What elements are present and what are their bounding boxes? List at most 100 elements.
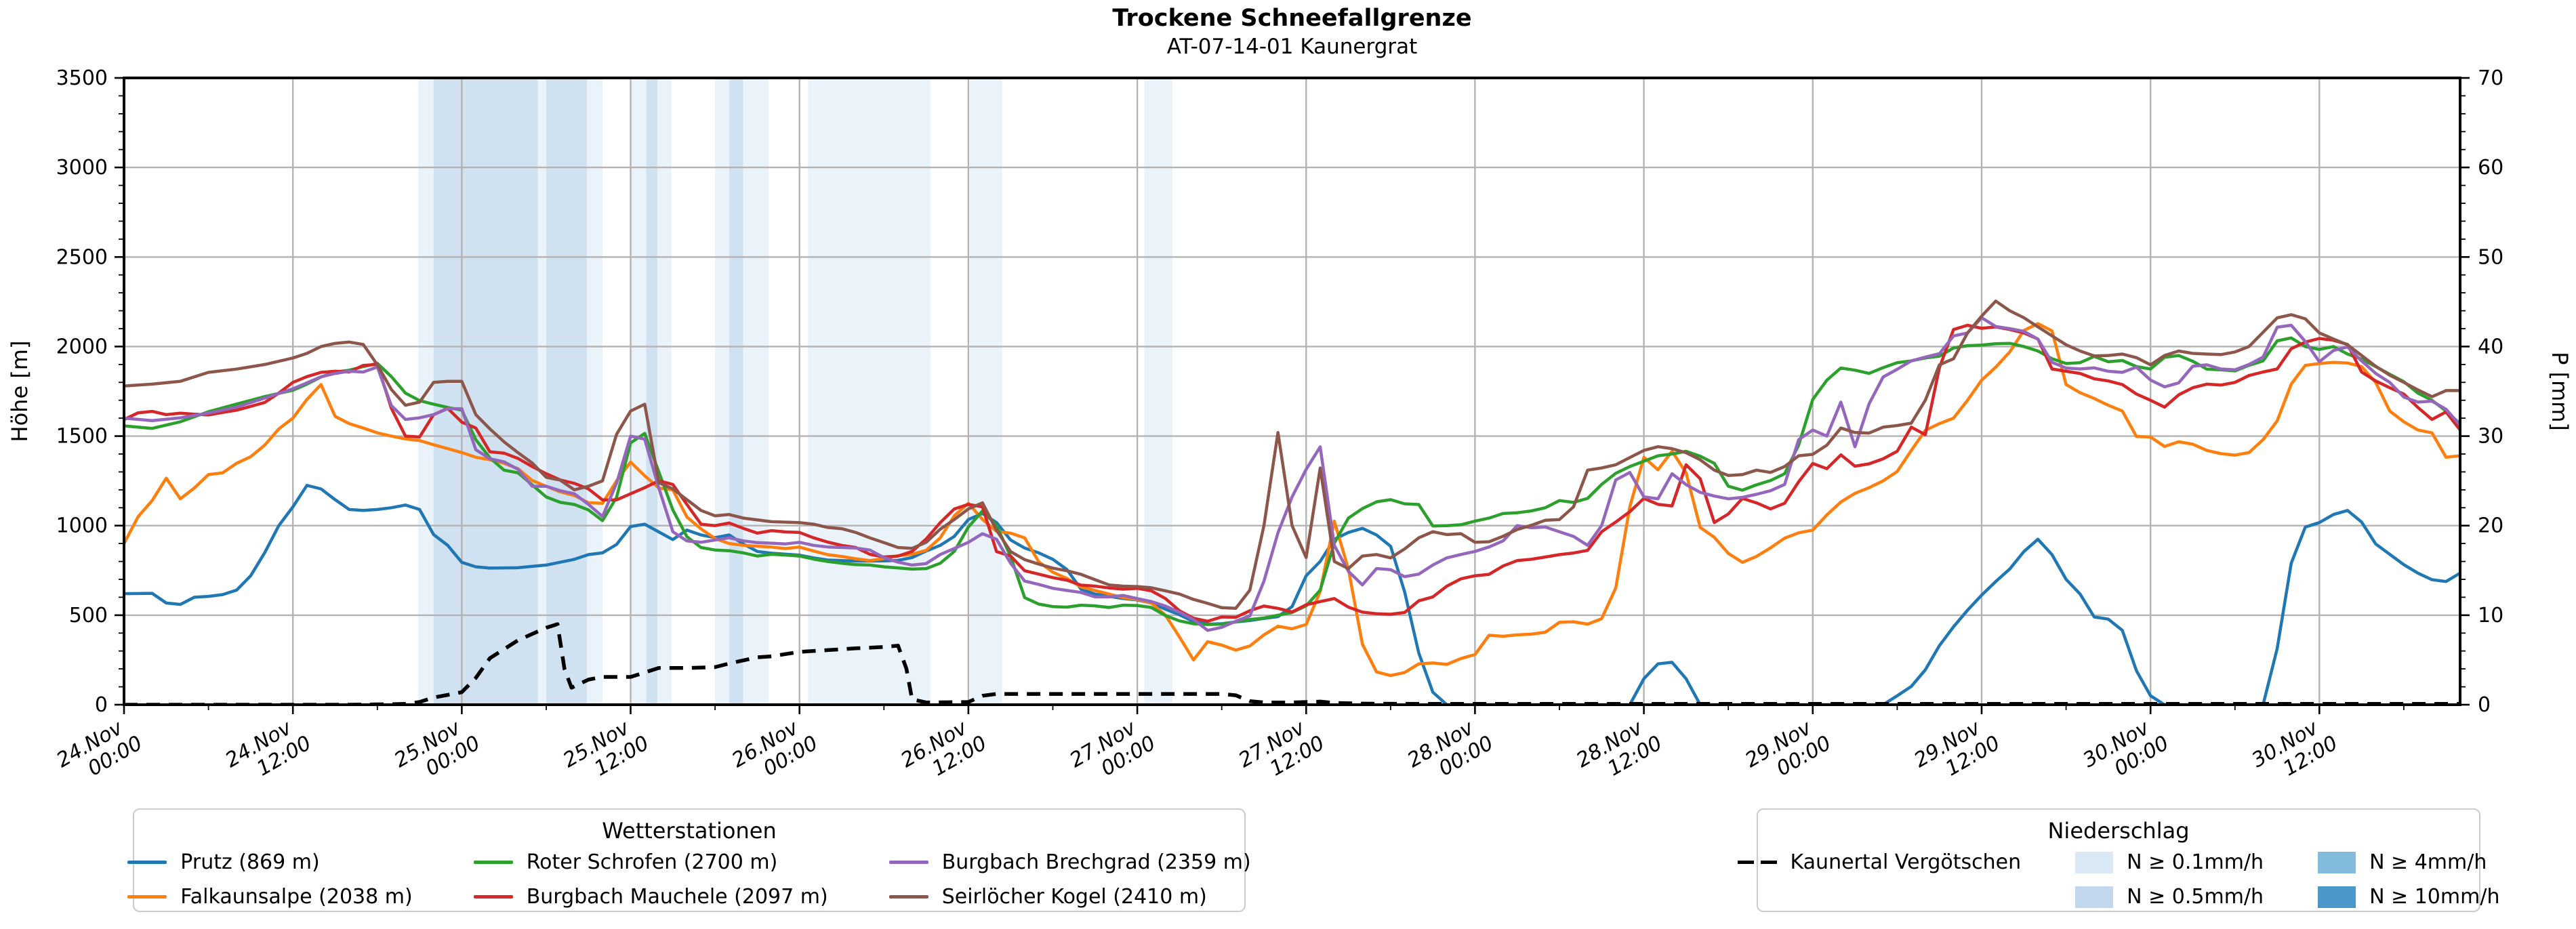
precip-col-dashed: Kaunertal Vergötschen [1737,850,2022,909]
right-axis-label: P [mm] [2547,352,2573,431]
precip-band [546,78,588,705]
x-tick-labels: 24.Nov00:00 24.Nov12:00 25.Nov00:00 25.Nov1… [52,711,2342,793]
precip-patch-icon [2075,851,2114,873]
precip-bands [418,78,1172,705]
legend-item-kaunertal: Kaunertal Vergötschen [1737,850,2022,874]
chart-subtitle: AT-07-14-01 Kaunergrat [1166,34,1418,59]
precip-band [646,78,657,705]
legend-item-precip-1: N ≥ 0.5mm/h [2075,885,2264,909]
svg-text:24.Nov12:00: 24.Nov12:00 [222,711,316,793]
legend-line-swatch [888,861,928,864]
axes-spines [123,77,2461,706]
legend-precip-title: Niederschlag [2047,818,2190,844]
svg-text:30.Nov12:00: 30.Nov12:00 [2248,711,2342,793]
legend-item-station-2: Roter Schrofen (2700 m) [473,850,828,874]
svg-text:25.Nov12:00: 25.Nov12:00 [559,711,653,793]
precip-band [630,78,647,705]
dashed-line-swatch [1737,861,1777,864]
legend-item-station-1: Falkaunsalpe (2038 m) [127,885,413,909]
svg-text:2000: 2000 [56,335,108,358]
svg-text:1000: 1000 [56,514,108,538]
svg-text:3500: 3500 [56,66,108,90]
precip-col-light: N ≥ 0.1mm/h N ≥ 0.5mm/h [2075,850,2264,909]
svg-text:10: 10 [2478,604,2503,627]
precip-patch-icon [2318,851,2356,873]
left-axis-label: Höhe [m] [7,341,33,442]
svg-text:3000: 3000 [56,156,108,180]
legend-item-label: Burgbach Mauchele (2097 m) [526,885,828,909]
legend-stations-title: Wetterstationen [602,818,777,844]
legend-item-label: Prutz (869 m) [180,850,320,874]
precip-band [729,78,743,705]
y-tick-labels-right: 0 10 20 30 40 50 60 70 [2478,66,2503,717]
precip-patch-icon [2075,886,2114,908]
svg-text:60: 60 [2478,156,2503,180]
legend-item-label: Falkaunsalpe (2038 m) [180,885,413,909]
svg-text:28.Nov12:00: 28.Nov12:00 [1572,711,1667,793]
series-line-6 [124,622,2460,705]
precip-band [715,78,729,705]
svg-text:28.Nov00:00: 28.Nov00:00 [1404,711,1498,793]
precip-band [970,78,1002,705]
series-line-5 [124,300,2460,611]
svg-text:26.Nov12:00: 26.Nov12:00 [897,711,991,793]
legend-item-station-3: Burgbach Mauchele (2097 m) [473,885,828,909]
legend-stations-items: Prutz (869 m) Falkaunsalpe (2038 m) Roter … [127,850,1251,909]
svg-text:30.Nov00:00: 30.Nov00:00 [2079,711,2173,793]
title-block: Trockene Schneefallgrenze AT-07-14-01 Ka… [124,4,2460,60]
svg-text:2500: 2500 [56,245,108,269]
svg-text:29.Nov12:00: 29.Nov12:00 [1910,711,2004,793]
legend-line-swatch [127,895,167,899]
svg-text:24.Nov00:00: 24.Nov00:00 [52,711,146,793]
svg-text:1500: 1500 [56,425,108,449]
legend-item-precip-0: N ≥ 0.1mm/h [2075,850,2264,874]
precip-band [657,78,672,705]
series-lines [124,300,2460,705]
svg-text:50: 50 [2478,245,2503,269]
legend-line-swatch [473,895,513,899]
chart-title: Trockene Schneefallgrenze [1112,5,1472,32]
legend-item-label: Seirlöcher Kogel (2410 m) [941,885,1207,909]
svg-text:27.Nov12:00: 27.Nov12:00 [1235,711,1329,793]
legend-line-swatch [127,861,167,864]
legend-line-swatch [888,895,928,899]
svg-text:27.Nov00:00: 27.Nov00:00 [1066,711,1160,793]
legend-item-station-0: Prutz (869 m) [127,850,412,874]
legend-item-label: N ≥ 0.1mm/h [2127,850,2264,874]
legend-precip-items: Kaunertal Vergötschen N ≥ 0.1mm/h N ≥ 0.5m… [1737,850,2499,909]
svg-text:20: 20 [2478,514,2503,538]
svg-text:40: 40 [2478,335,2503,358]
series-line-3 [124,323,2460,623]
precip-band [743,78,769,705]
svg-text:500: 500 [69,604,108,627]
legend-item-precip-2: N ≥ 4mm/h [2318,850,2499,874]
precip-patch-icon [2318,886,2356,908]
legend-item-label: N ≥ 4mm/h [2369,850,2487,874]
svg-text:0: 0 [95,693,108,717]
series-line-4 [124,316,2460,632]
svg-text:30: 30 [2478,425,2503,449]
svg-text:25.Nov00:00: 25.Nov00:00 [390,711,485,793]
legend-item-station-5: Seirlöcher Kogel (2410 m) [888,885,1251,909]
legend-line-swatch [473,861,513,864]
svg-text:0: 0 [2478,693,2491,717]
precip-band [537,78,546,705]
legend-item-label: N ≥ 10mm/h [2369,885,2500,909]
legend-precip: Niederschlag Kaunertal Vergötschen N ≥ 0.… [1737,808,2499,912]
precip-band [587,78,602,705]
legend-item-precip-3: N ≥ 10mm/h [2318,885,2499,909]
svg-text:70: 70 [2478,66,2503,90]
legend-item-label: Roter Schrofen (2700 m) [526,850,778,874]
precip-band [433,78,538,705]
svg-text:26.Nov00:00: 26.Nov00:00 [728,711,822,793]
y-tick-labels-left: 0 500 1000 1500 2000 2500 3000 3500 [56,66,108,717]
legend-item-label: Kaunertal Vergötschen [1790,850,2022,874]
precip-col-heavy: N ≥ 4mm/h N ≥ 10mm/h [2318,850,2499,909]
svg-text:29.Nov00:00: 29.Nov00:00 [1741,711,1835,793]
precip-band [808,78,931,705]
legend-item-label: N ≥ 0.5mm/h [2127,885,2264,909]
legend-stations: Wetterstationen Prutz (869 m) Falkaunsalp… [127,808,1251,912]
axis-ticks [115,77,2470,714]
